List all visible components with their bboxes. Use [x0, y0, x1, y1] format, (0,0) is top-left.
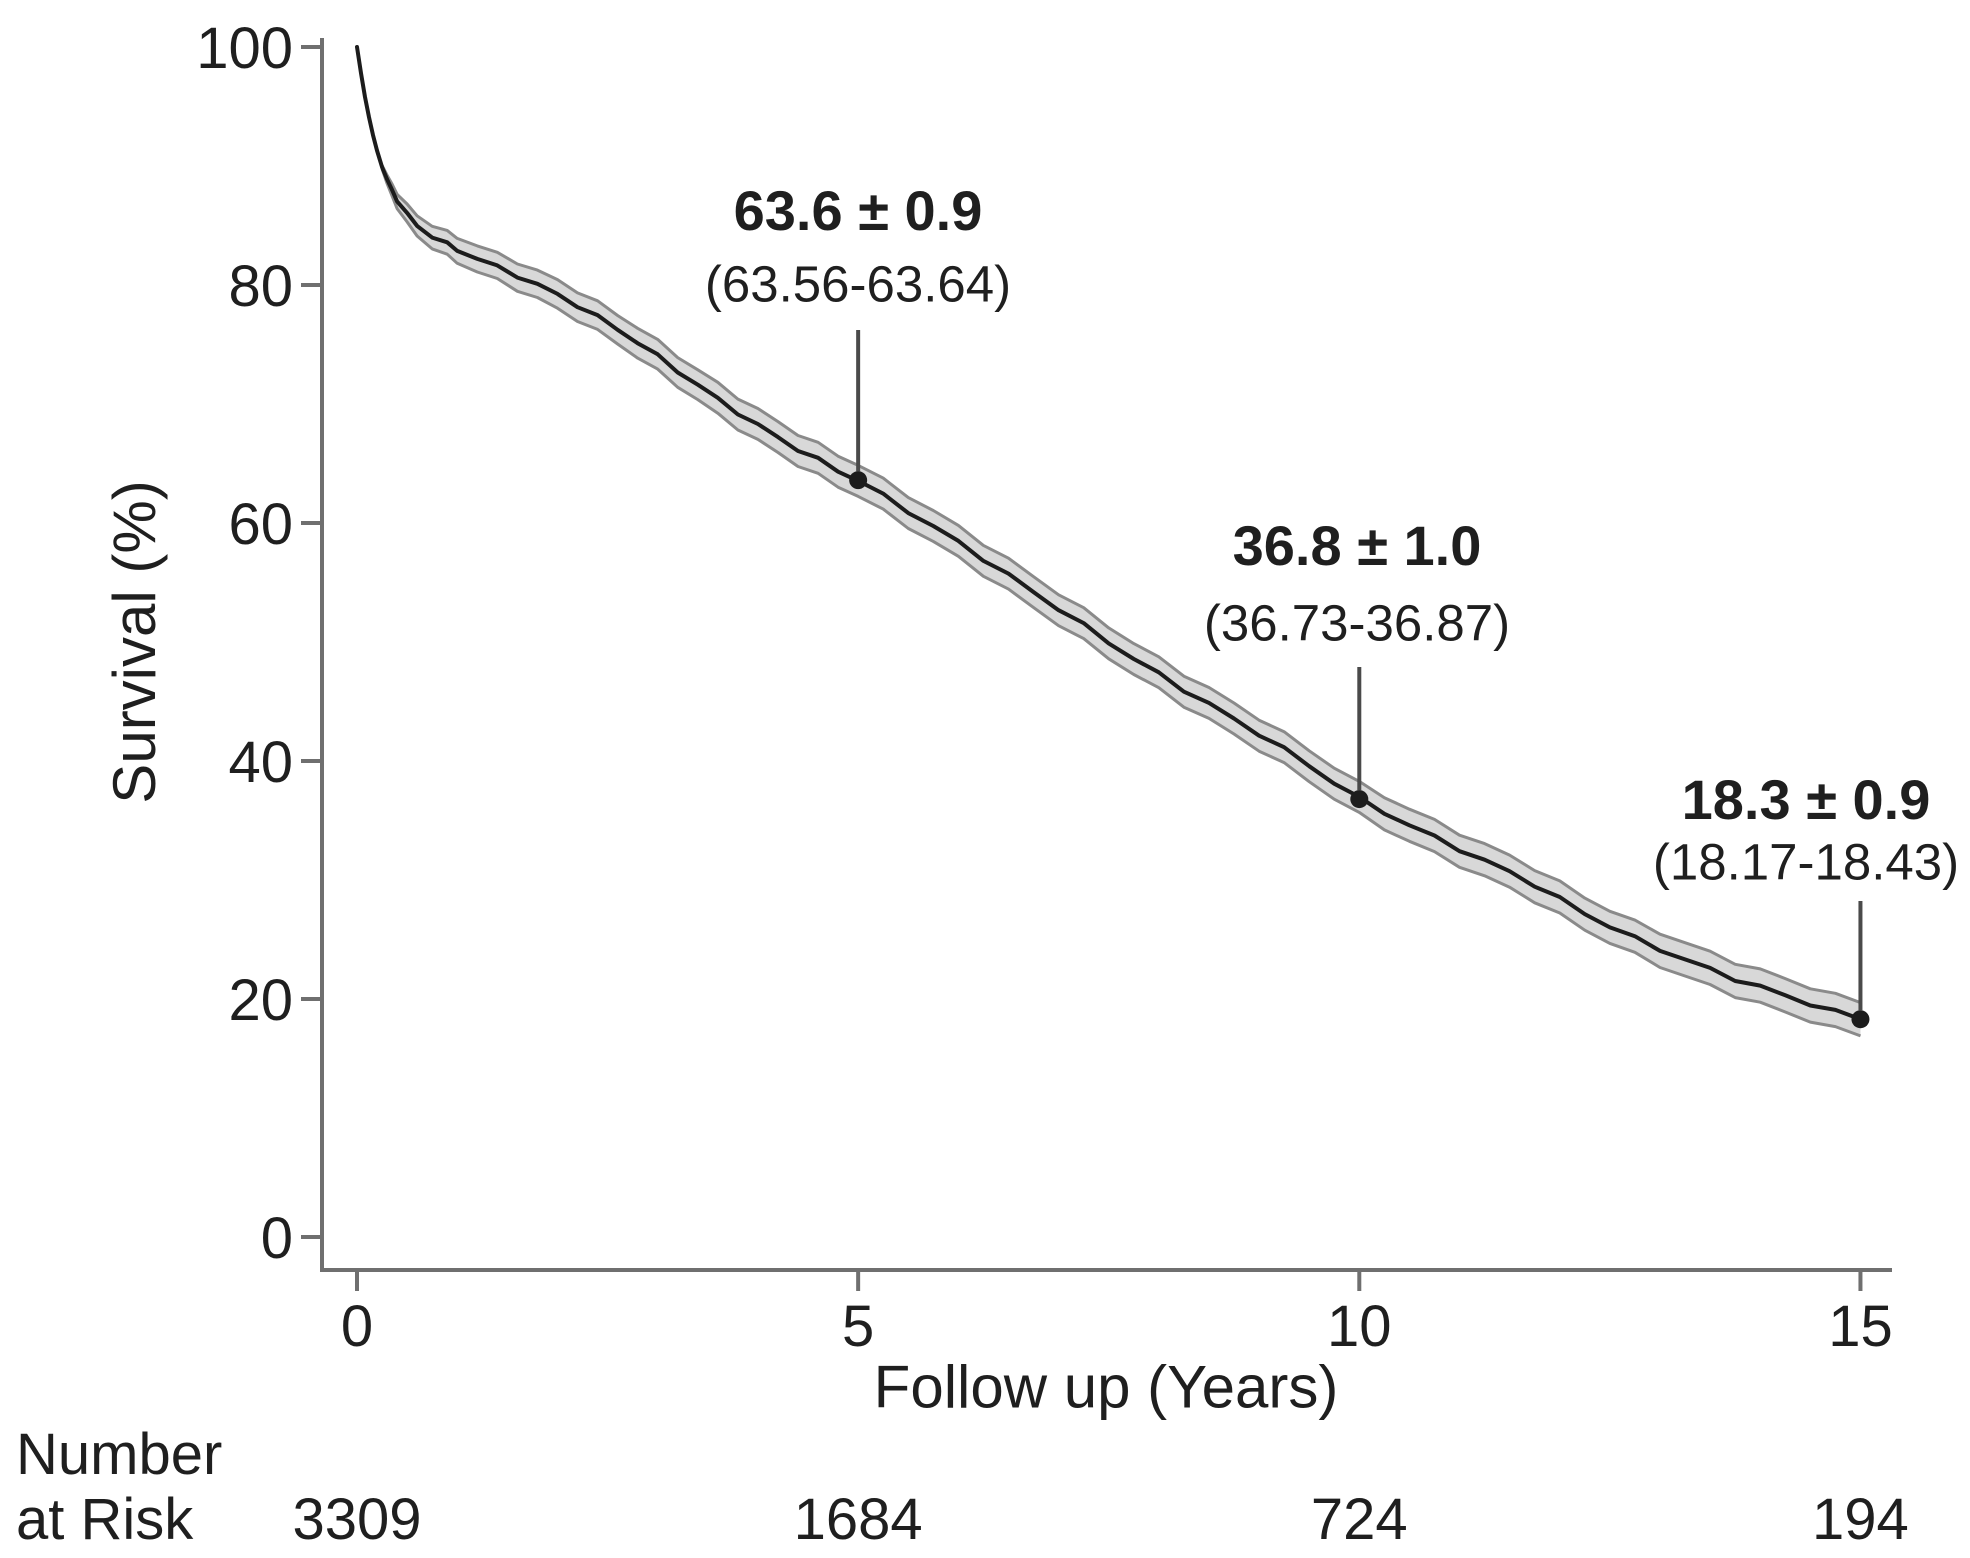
annotation-dot: [1851, 1010, 1870, 1029]
risk-count: 194: [1812, 1487, 1909, 1552]
x-axis-title: Follow up (Years): [874, 1354, 1339, 1421]
annotation-dot: [849, 471, 868, 490]
x-tick-label: 15: [1828, 1294, 1893, 1359]
risk-count: 724: [1311, 1487, 1408, 1552]
confidence-band-lower-edge: [380, 168, 1862, 1038]
annotation-value-label: 36.8 ± 1.0: [1233, 514, 1482, 577]
y-tick-label: 60: [228, 492, 293, 557]
x-tick-label: 10: [1327, 1294, 1392, 1359]
annotation-dot: [1350, 790, 1369, 809]
annotation-ci-label: (36.73-36.87): [1204, 594, 1510, 651]
y-tick-label: 40: [228, 730, 293, 795]
risk-count: 3309: [292, 1487, 421, 1552]
annotation-ci-label: (18.17-18.43): [1653, 833, 1959, 890]
survival-curve: [355, 45, 1863, 1022]
confidence-band-upper-edge: [380, 164, 1862, 1005]
risk-count: 1684: [794, 1487, 923, 1552]
y-axis-title: Survival (%): [101, 480, 168, 803]
risk-table-label-line1: Number: [16, 1422, 222, 1487]
y-tick-label: 20: [228, 968, 293, 1033]
x-tick-label: 5: [842, 1294, 874, 1359]
annotation-ci-label: (63.56-63.64): [705, 255, 1011, 312]
risk-table-label-line2: at Risk: [16, 1487, 194, 1552]
x-tick-label: 0: [341, 1294, 373, 1359]
y-tick-label: 0: [261, 1206, 293, 1271]
y-tick-label: 100: [196, 16, 293, 81]
annotation-value-label: 63.6 ± 0.9: [734, 179, 983, 242]
annotation-value-label: 18.3 ± 0.9: [1682, 768, 1931, 831]
y-tick-label: 80: [228, 254, 293, 319]
